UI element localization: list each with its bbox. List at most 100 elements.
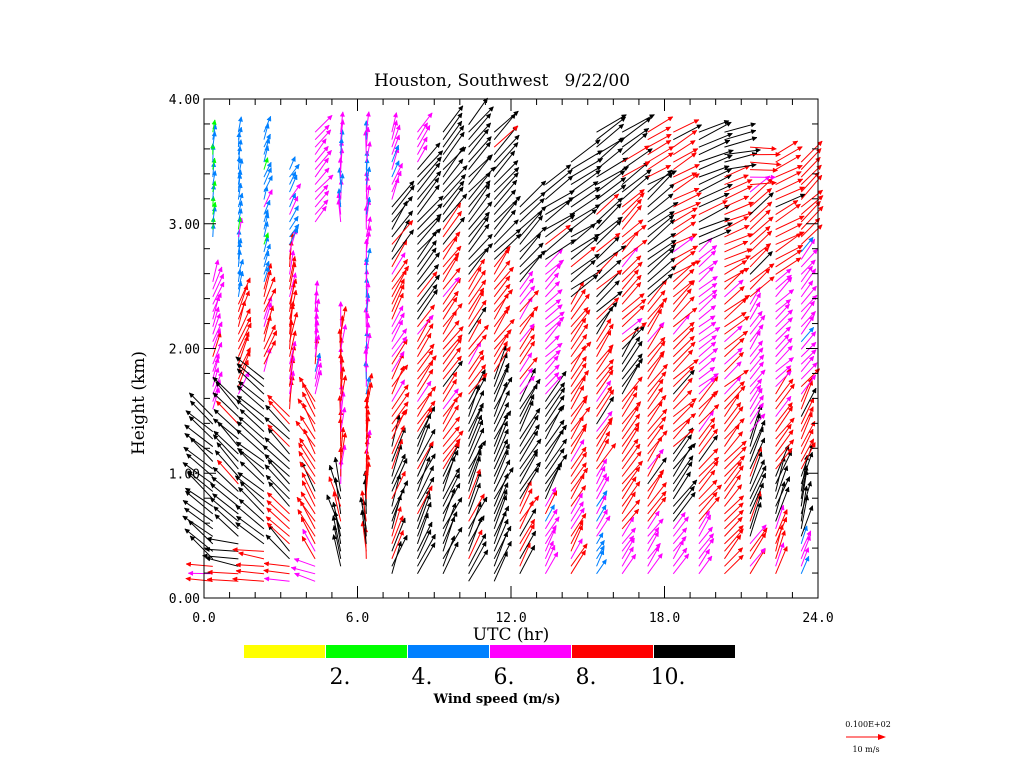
arrow-shaft bbox=[300, 516, 316, 545]
arrow-head bbox=[239, 258, 245, 265]
wind-vector bbox=[442, 296, 458, 320]
arrow-shaft bbox=[672, 366, 695, 388]
arrow-head bbox=[601, 494, 607, 501]
wind-vector bbox=[570, 139, 601, 163]
arrow-shaft bbox=[647, 279, 667, 305]
arrow-head bbox=[631, 476, 637, 483]
arrow-shaft bbox=[724, 164, 757, 171]
wind-vector bbox=[468, 529, 483, 560]
y-axis-label: Height (km) bbox=[129, 351, 149, 455]
wind-vector bbox=[263, 561, 290, 567]
wind-vector bbox=[647, 452, 661, 477]
x-tick-labels: 0.0 6.0 12.0 18.0 24.0 bbox=[192, 611, 833, 626]
arrow-head bbox=[212, 493, 218, 499]
arrow-shaft bbox=[596, 220, 622, 245]
arrow-head bbox=[502, 488, 508, 495]
wind-vector bbox=[212, 273, 224, 298]
arrow-shaft bbox=[493, 495, 507, 530]
arrow-head bbox=[688, 268, 695, 275]
wind-vector bbox=[493, 551, 508, 582]
wind-vector bbox=[596, 297, 620, 320]
wind-vector bbox=[570, 423, 588, 447]
arrow-head bbox=[559, 447, 565, 454]
arrow-head bbox=[510, 189, 517, 196]
arrow-head bbox=[636, 204, 642, 211]
arrow-shaft bbox=[596, 251, 619, 275]
arrow-head bbox=[216, 292, 222, 299]
arrow-head bbox=[527, 352, 533, 359]
arrow-shaft bbox=[468, 201, 493, 230]
arrow-shaft bbox=[297, 398, 316, 425]
arrow-head bbox=[209, 497, 216, 503]
arrow-head bbox=[531, 508, 537, 515]
wind-vector bbox=[391, 134, 401, 155]
arrow-head bbox=[427, 112, 433, 119]
wind-vector bbox=[647, 542, 661, 560]
wind-vector bbox=[621, 148, 653, 171]
wind-vector bbox=[235, 356, 265, 380]
arrow-head bbox=[267, 175, 273, 182]
arrow-shaft bbox=[621, 114, 655, 133]
arrow-head bbox=[502, 340, 508, 347]
arrow-head bbox=[540, 180, 547, 187]
arrow-shaft bbox=[262, 445, 290, 470]
wind-vector bbox=[314, 129, 332, 148]
arrow-head bbox=[540, 250, 547, 256]
wind-vector bbox=[263, 330, 278, 357]
arrow-head bbox=[722, 200, 729, 205]
arrow-head bbox=[527, 270, 534, 277]
arrow-shaft bbox=[236, 429, 265, 455]
arrow-head bbox=[237, 116, 243, 122]
wind-profile-column bbox=[775, 140, 806, 574]
arrow-head bbox=[507, 288, 513, 295]
arrow-head bbox=[188, 392, 195, 399]
arrow-head bbox=[297, 398, 303, 405]
arrow-head bbox=[512, 160, 519, 166]
arrow-shaft bbox=[621, 239, 648, 260]
wind-vector bbox=[289, 163, 300, 178]
wind-vector bbox=[417, 142, 441, 170]
wind-vector bbox=[468, 349, 484, 372]
arrow-shaft bbox=[596, 389, 615, 417]
wind-vector bbox=[298, 442, 316, 470]
wind-vector bbox=[545, 169, 573, 193]
arrow-head bbox=[507, 376, 513, 383]
arrow-head bbox=[653, 531, 659, 538]
arrow-head bbox=[290, 156, 296, 162]
arrow-head bbox=[807, 480, 812, 487]
wind-vector bbox=[263, 161, 272, 178]
arrow-head bbox=[238, 416, 244, 422]
wind-vector bbox=[596, 389, 615, 417]
arrow-shaft bbox=[621, 466, 641, 492]
wind-vector bbox=[647, 394, 667, 417]
wind-vector bbox=[365, 372, 374, 402]
arrow-shaft bbox=[493, 352, 508, 387]
arrow-head bbox=[299, 461, 305, 468]
arrow-shaft bbox=[544, 404, 565, 432]
wind-vector bbox=[724, 385, 746, 410]
wind-vector bbox=[289, 330, 297, 357]
wind-vector bbox=[621, 298, 647, 320]
arrow-head bbox=[400, 470, 406, 477]
wind-vector bbox=[468, 269, 486, 298]
wind-vector bbox=[621, 261, 643, 283]
arrow-head bbox=[784, 486, 790, 493]
arrow-shaft bbox=[621, 362, 641, 395]
arrow-shaft bbox=[468, 482, 481, 515]
arrow-head bbox=[480, 369, 486, 376]
arrow-head bbox=[599, 539, 605, 546]
arrow-shaft bbox=[621, 161, 651, 178]
arrow-head bbox=[751, 136, 758, 142]
wind-profile-column bbox=[698, 120, 734, 575]
wind-vector bbox=[596, 504, 607, 522]
arrow-head bbox=[437, 203, 443, 209]
arrow-shaft bbox=[570, 406, 591, 432]
wind-vector bbox=[238, 486, 265, 515]
arrow-head bbox=[366, 247, 372, 254]
arrow-head bbox=[792, 140, 799, 146]
arrow-head bbox=[266, 492, 273, 498]
wind-vector bbox=[596, 358, 614, 380]
arrow-shaft bbox=[237, 322, 252, 350]
wind-vector bbox=[212, 493, 239, 515]
arrow-head bbox=[239, 408, 246, 415]
